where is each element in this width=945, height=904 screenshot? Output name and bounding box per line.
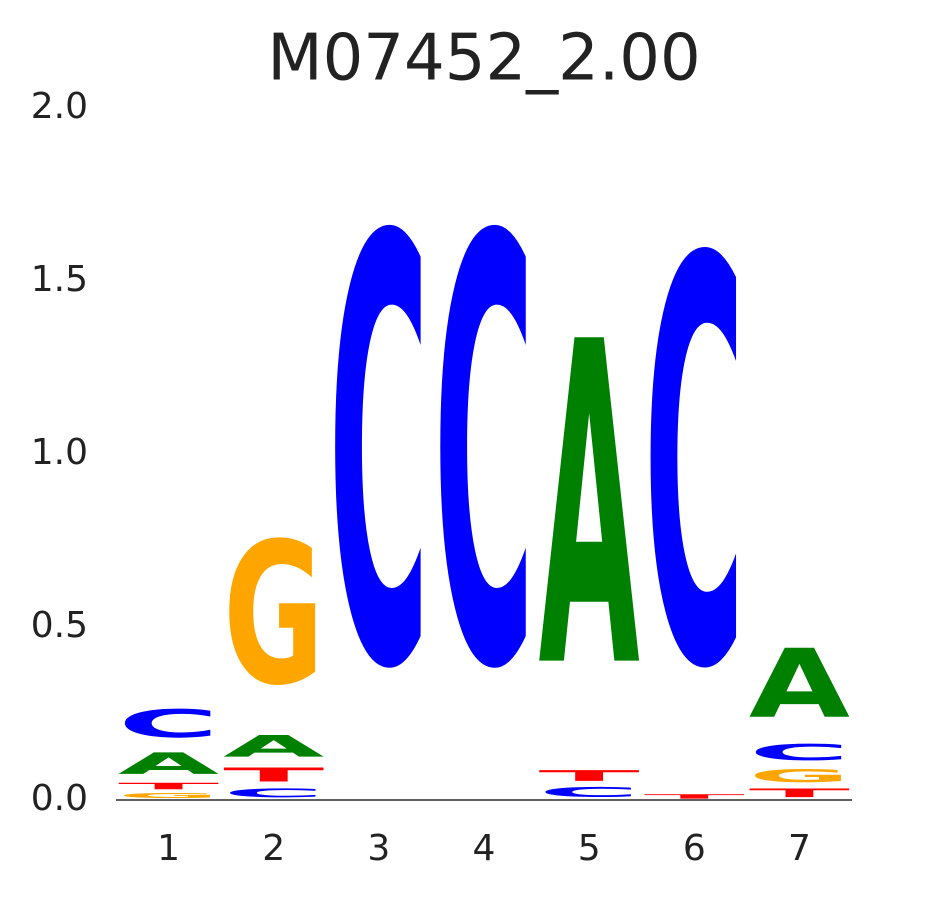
x-tick-label: 5 xyxy=(578,828,601,869)
letter: A xyxy=(118,747,219,781)
x-tick-label: 4 xyxy=(473,828,496,869)
letter: C xyxy=(328,117,429,798)
letter: C xyxy=(749,740,850,766)
x-tick-label: 1 xyxy=(157,828,180,869)
x-tick-label: 6 xyxy=(683,828,706,869)
letter: G xyxy=(223,503,324,729)
y-tick-label: 0.5 xyxy=(31,605,88,646)
letter: T xyxy=(539,767,640,784)
letter: C xyxy=(223,786,324,800)
y-tick-label: 2.0 xyxy=(31,86,88,127)
letter: C xyxy=(118,701,219,746)
x-tick-label: 3 xyxy=(367,828,390,869)
letter: A xyxy=(539,250,641,767)
x-tick-label: 7 xyxy=(788,828,811,869)
y-tick-label: 0.0 xyxy=(31,778,88,819)
letter: C xyxy=(539,785,640,800)
letter: A xyxy=(749,629,850,739)
letter: A xyxy=(223,729,324,763)
y-tick-label: 1.5 xyxy=(31,259,88,300)
letter: G xyxy=(749,765,850,786)
letter: C xyxy=(433,117,534,798)
x-tick-label: 2 xyxy=(262,828,285,869)
letter: G xyxy=(118,791,219,800)
letter: T xyxy=(644,793,745,800)
y-tick-label: 1.0 xyxy=(31,432,88,473)
letter: T xyxy=(749,786,851,800)
chart-title: M07452_2.00 xyxy=(267,22,700,96)
letter: C xyxy=(644,144,745,792)
letter: T xyxy=(118,781,220,791)
letter: T xyxy=(223,764,324,786)
